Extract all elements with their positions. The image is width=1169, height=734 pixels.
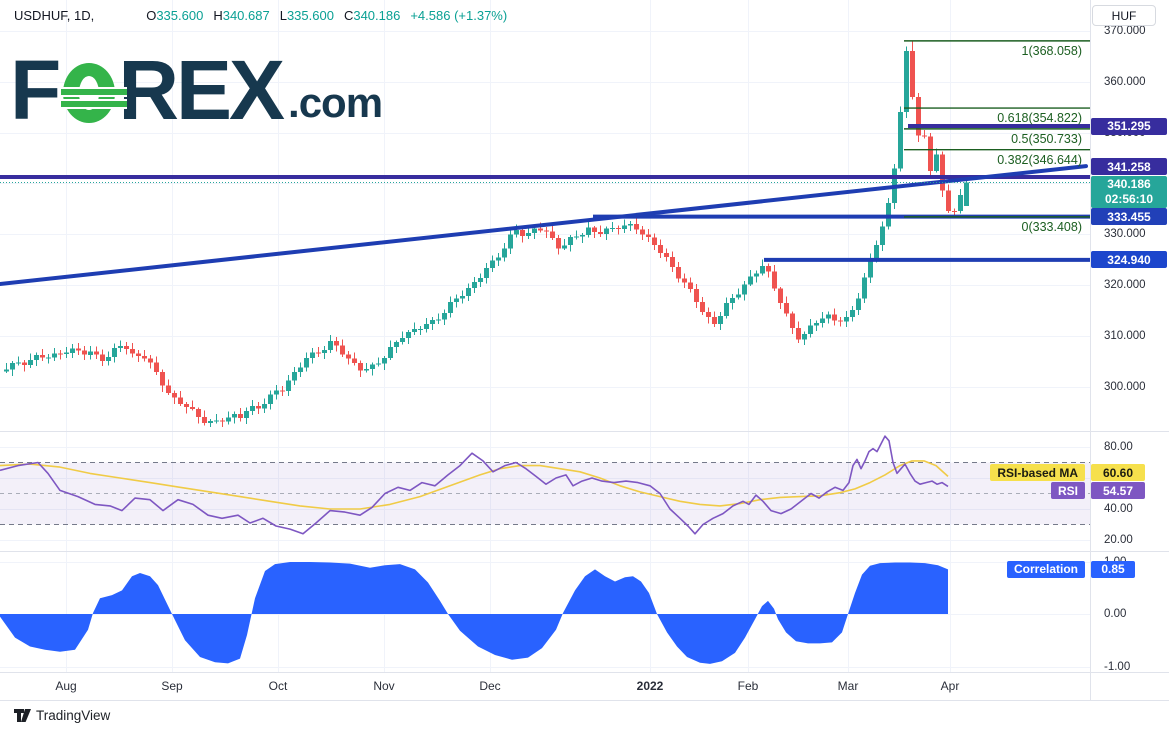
correlation-tick: -1.00	[1104, 660, 1131, 673]
forexcom-watermark: F REX .com	[10, 43, 383, 137]
price-axis-separator	[1090, 0, 1091, 700]
symbol-title[interactable]: USDHUF, 1D,	[14, 8, 95, 23]
fib-level-label: 0.382(346.644)	[997, 152, 1082, 167]
price-level-badge: 333.455	[1091, 208, 1167, 226]
rsi-ma-value-badge: 60.60	[1091, 464, 1145, 482]
correlation-tick: 0.00	[1104, 608, 1127, 620]
time-tick-Mar: Mar	[837, 679, 859, 693]
time-tick-Dec: Dec	[479, 679, 501, 693]
fib-level-label: 0.5(350.733)	[1011, 131, 1082, 146]
correlation-value-badge: 0.85	[1091, 560, 1135, 578]
time-axis[interactable]: Aug Sep Oct Nov Dec 2022 Feb Mar Apr	[0, 673, 1090, 700]
price-tick: 370.000	[1104, 25, 1146, 37]
rsi-label[interactable]: RSI	[1050, 482, 1085, 500]
price-tick: 330.000	[1104, 228, 1146, 241]
rsi-ma-line	[0, 460, 949, 510]
tradingview-icon	[14, 709, 31, 722]
currency-toggle-button[interactable]: HUF	[1092, 5, 1156, 26]
rsi-ma-label[interactable]: RSI-based MA	[990, 464, 1085, 482]
tradingview-attribution[interactable]: TradingView	[14, 708, 110, 723]
watermark-f: F	[10, 43, 61, 137]
price-tick: 310.000	[1104, 329, 1146, 342]
ohlc-low: L335.600	[279, 8, 334, 23]
time-tick-Nov: Nov	[373, 679, 395, 693]
rsi-tick: 80.00	[1104, 441, 1133, 453]
fib-level-label: 1(368.058)	[1021, 43, 1082, 58]
time-tick-Feb: Feb	[737, 679, 759, 693]
trendline[interactable]	[0, 164, 1088, 286]
rsi-tick: 20.00	[1104, 534, 1133, 546]
price-level-badge: 341.258	[1091, 158, 1167, 176]
correlation-label[interactable]: Correlation	[1006, 560, 1085, 578]
chart-plot-area[interactable]	[0, 0, 1090, 672]
rsi-line	[0, 435, 949, 535]
ohlc-open: O335.600	[146, 8, 204, 23]
fib-level-label: 0.618(354.822)	[997, 111, 1082, 126]
time-tick-Apr: Apr	[940, 679, 960, 693]
ohlc-close: C340.186	[343, 8, 401, 23]
ohlc-high: H340.687	[213, 8, 270, 23]
price-level-badge: 351.295	[1091, 117, 1167, 135]
time-tick-Aug: Aug	[55, 679, 77, 693]
correlation-area	[0, 562, 948, 664]
time-tick-Oct: Oct	[268, 679, 288, 693]
symbol-info-row[interactable]: USDHUF, 1D, O335.600 H340.687 L335.600 C…	[14, 8, 507, 23]
watermark-tld: .com	[288, 79, 383, 126]
price-level-badge: 324.940	[1091, 251, 1167, 269]
rsi-value-badge: 54.57	[1091, 482, 1145, 500]
price-tick: 360.000	[1104, 75, 1146, 88]
bottom-separator	[0, 700, 1169, 701]
time-axis-separator	[0, 672, 1169, 673]
watermark-rex: REX	[118, 43, 285, 137]
price-tick: 320.000	[1104, 279, 1146, 291]
rsi-tick: 40.00	[1104, 503, 1133, 515]
forexcom-o-icon	[61, 63, 128, 123]
time-tick-2022: 2022	[636, 679, 664, 693]
candlesticks	[4, 40, 969, 428]
panel-separator-rsi[interactable]	[0, 431, 1169, 432]
price-tick: 300.000	[1104, 380, 1146, 393]
time-tick-Sep: Sep	[161, 679, 183, 693]
last-price-badge: 340.186 02:56:10	[1091, 175, 1167, 208]
fib-level-label: 0(333.408)	[1021, 219, 1082, 234]
ohlc-change: +4.586 (+1.37%)	[410, 8, 508, 23]
panel-separator-correlation[interactable]	[0, 551, 1169, 552]
tradingview-brand-text: TradingView	[36, 708, 111, 723]
